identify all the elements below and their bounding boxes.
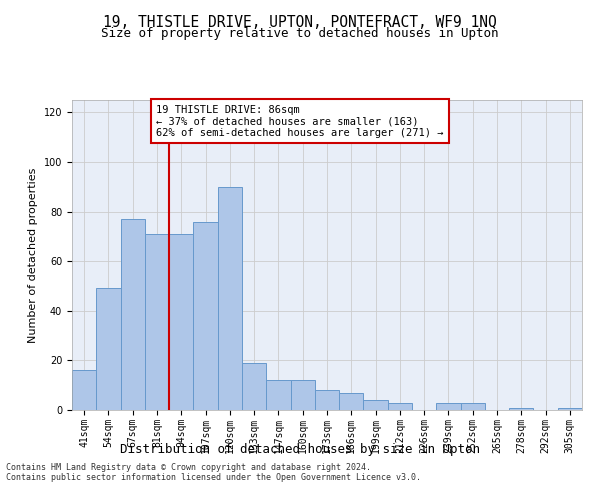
Bar (558, 408, 582, 410)
Bar (266, 380, 290, 410)
Bar (364, 400, 388, 410)
Bar (145, 234, 169, 410)
Bar (121, 219, 145, 410)
Bar (242, 363, 266, 410)
Bar (436, 402, 461, 410)
Text: Distribution of detached houses by size in Upton: Distribution of detached houses by size … (120, 442, 480, 456)
Bar (290, 380, 315, 410)
Text: 19 THISTLE DRIVE: 86sqm
← 37% of detached houses are smaller (163)
62% of semi-d: 19 THISTLE DRIVE: 86sqm ← 37% of detache… (156, 104, 443, 138)
Text: Size of property relative to detached houses in Upton: Size of property relative to detached ho… (101, 28, 499, 40)
Y-axis label: Number of detached properties: Number of detached properties (28, 168, 38, 342)
Bar (315, 390, 339, 410)
Bar (96, 288, 121, 410)
Bar (169, 234, 193, 410)
Bar (193, 222, 218, 410)
Bar (339, 392, 364, 410)
Bar (72, 370, 96, 410)
Bar (461, 402, 485, 410)
Text: Contains HM Land Registry data © Crown copyright and database right 2024.: Contains HM Land Registry data © Crown c… (6, 464, 371, 472)
Bar (509, 408, 533, 410)
Bar (388, 402, 412, 410)
Text: 19, THISTLE DRIVE, UPTON, PONTEFRACT, WF9 1NQ: 19, THISTLE DRIVE, UPTON, PONTEFRACT, WF… (103, 15, 497, 30)
Bar (218, 187, 242, 410)
Text: Contains public sector information licensed under the Open Government Licence v3: Contains public sector information licen… (6, 474, 421, 482)
